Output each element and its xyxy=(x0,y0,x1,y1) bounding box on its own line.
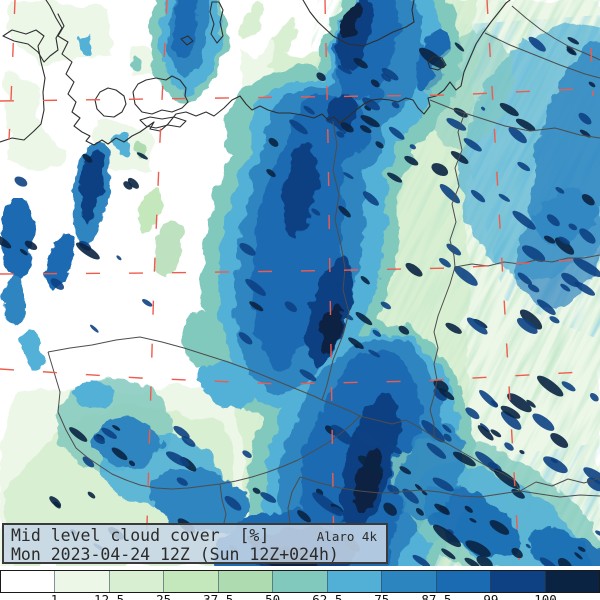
colorbar-cell xyxy=(544,571,599,592)
colorbar-strip: 1 12.5 25 37.5 50 62.5 75 87.5 99 100 xyxy=(0,566,600,600)
colorbar-cell xyxy=(490,571,545,592)
colorbar-tick-label: 1 xyxy=(50,592,59,600)
colorbar-cell xyxy=(381,571,436,592)
colorbar-tick-label: 62.5 xyxy=(312,592,343,600)
colorbar-cell xyxy=(326,571,382,592)
colorbar-tick-label: 99 xyxy=(483,592,499,600)
coastlines xyxy=(0,0,511,146)
colorbar-labels: 1 12.5 25 37.5 50 62.5 75 87.5 99 100 xyxy=(0,592,600,600)
valid-time: Mon 2023-04-24 12Z (Sun 12Z+024h) xyxy=(11,545,339,564)
title-box: Mid level cloud cover [%] Alaro 4k Mon 2… xyxy=(2,523,388,564)
country-borders xyxy=(47,5,600,524)
weather-map xyxy=(0,0,600,566)
colorbar-tick-label: 25 xyxy=(156,592,172,600)
colorbar-cell xyxy=(217,571,273,592)
colorbar-cell xyxy=(54,571,109,592)
colorbar-tick-label: 50 xyxy=(265,592,281,600)
colorbar-tick-label: 87.5 xyxy=(421,592,452,600)
colorbar-tick-label: 100 xyxy=(534,592,557,600)
colorbar-cell xyxy=(1,571,55,592)
colorbar-tick-label: 37.5 xyxy=(203,592,234,600)
colorbar-cell xyxy=(108,571,164,592)
colorbar-cell xyxy=(163,571,218,592)
colorbar-cell xyxy=(272,571,327,592)
model-name: Alaro 4k xyxy=(316,529,377,544)
colorbar-tick-label: 12.5 xyxy=(94,592,125,600)
map-title: Mid level cloud cover [%] xyxy=(11,526,270,545)
colorbar xyxy=(0,570,600,593)
latlon-grid-lines xyxy=(0,0,600,561)
colorbar-cell xyxy=(435,571,491,592)
colorbar-tick-label: 75 xyxy=(374,592,390,600)
